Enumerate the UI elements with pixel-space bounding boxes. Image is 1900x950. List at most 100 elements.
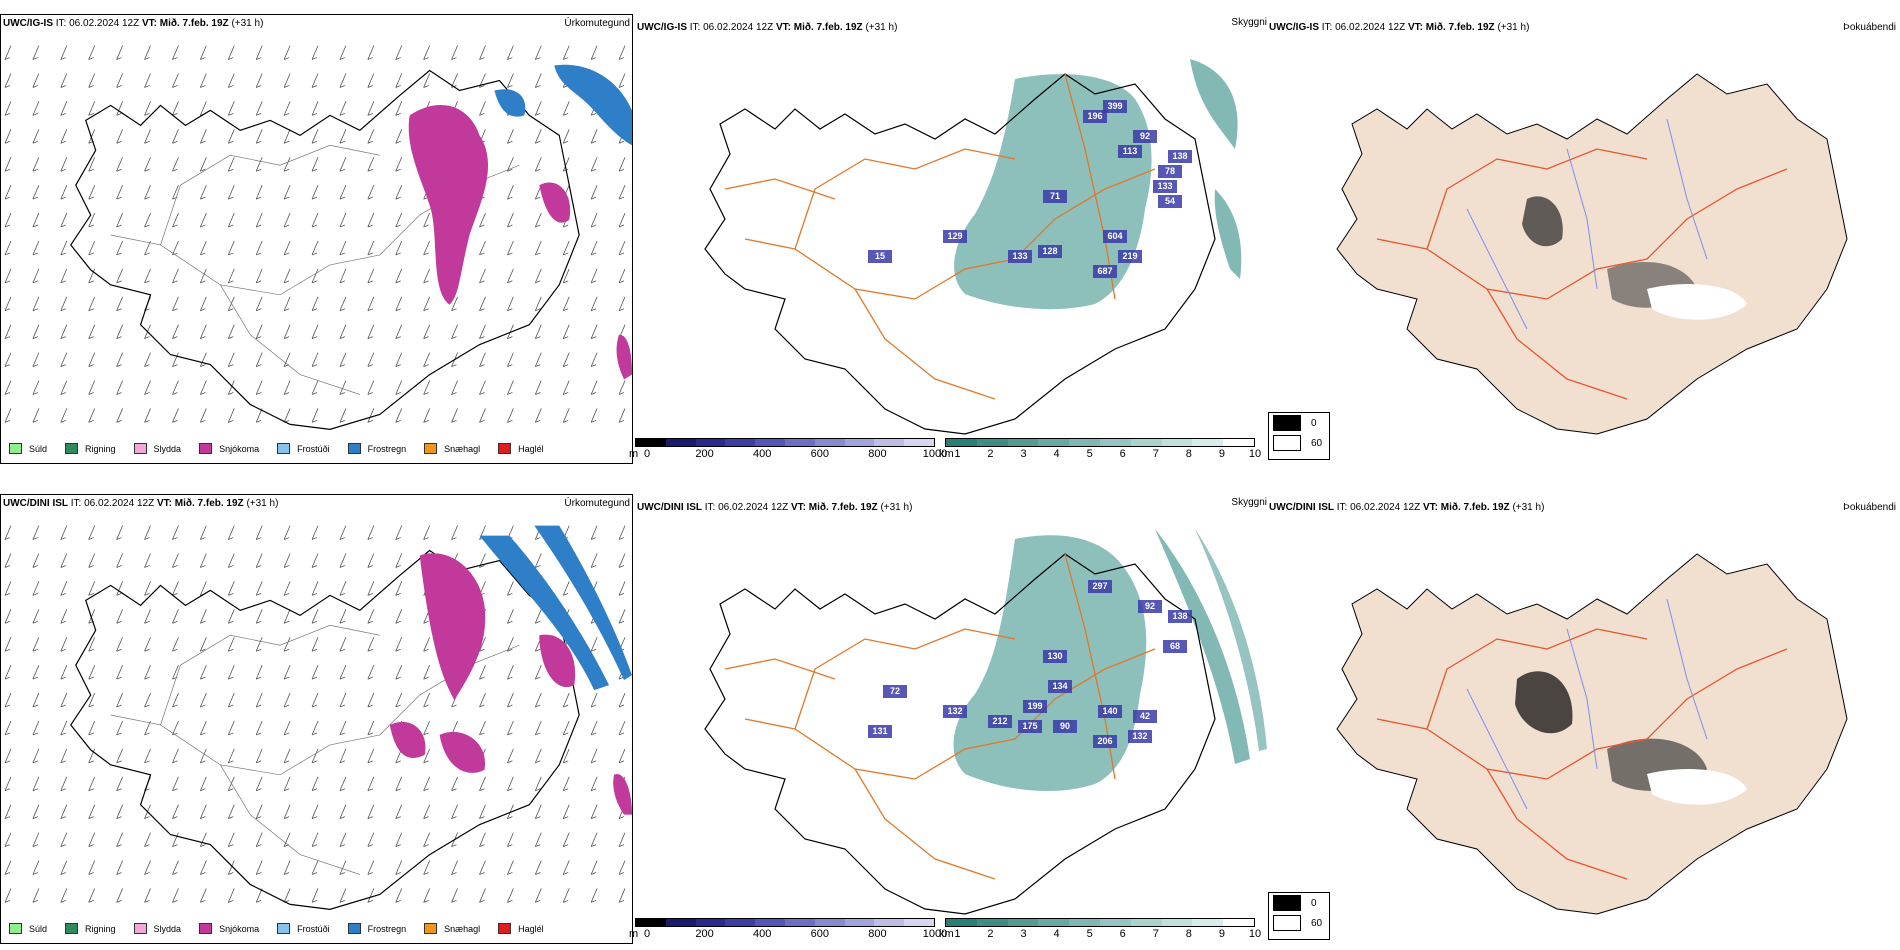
legend-swatch [9,443,22,454]
visibility-label-bg [1043,190,1067,203]
colorbar-cell [784,919,815,926]
colorbar-cell [1069,919,1100,926]
vt-label: VT: [775,22,791,33]
it-label: IT: [704,502,716,513]
lead-time: (+31 h) [865,22,898,33]
panel-title: UWC/IG-IS IT: 06.02.2024 12Z VT: Mið. 7.… [1269,22,1529,33]
visibility-panel-top: UWC/IG-IS IT: 06.02.2024 12Z VT: Mið. 7.… [629,14,1267,464]
visibility-label-bg [1153,180,1177,193]
precip-panel-top: UWC/IG-IS IT: 06.02.2024 12Z VT: Mið. 7.… [0,14,633,464]
colorbar-cell [874,439,905,446]
colorbar-cell [1007,919,1039,926]
fog-legend-row: 0 [1269,893,1329,913]
colorbar-cell [976,439,1008,446]
it-label: IT: [1321,22,1333,33]
colorbar-tick: 2 [987,928,994,940]
legend-label: Súld [29,443,48,454]
colorbar-tick: 400 [753,928,772,940]
colorbar-tick: 3 [1020,448,1027,460]
legend-label: Frostregn [367,443,407,454]
legend-swatch [9,923,22,934]
colorbar-ticks: m 0 200 400 600 800 1000 [629,447,947,461]
legend-swatch [347,443,361,454]
colorbar-cell [814,919,845,926]
colorbar-cell [1130,919,1162,926]
model-name: UWC/IG-IS [3,18,53,29]
visibility-label: 130 [1047,651,1062,661]
visibility-label: 113 [1123,146,1138,156]
visibility-label: 212 [992,716,1007,726]
legend-swatch [424,923,438,934]
valid-time: Mið. 7.feb. 19Z [808,502,878,513]
visibility-colorbar: km 1 2 3 4 5 6 7 8 9 10 [939,438,1261,461]
colorbar-cell [636,919,666,926]
rivers [1466,598,1708,810]
legend-label: Slydda [153,923,182,934]
field-name: Skyggni [1231,497,1267,508]
fog-light-area [1647,769,1747,805]
lead-time: (+31 h) [231,18,264,29]
colorbar-cell [1069,439,1100,446]
init-time: 06.02.2024 12Z [718,502,789,513]
visibility-label-bg [868,725,892,738]
colorbar-cell [1223,439,1254,446]
legend-item: Súld [9,443,47,454]
visibility-label: 131 [872,726,887,736]
snow-area [539,634,576,688]
colorbar-cell [874,919,905,926]
freezing-rain-area [534,525,632,681]
colorbar-tick: 9 [1218,448,1225,460]
visibility-label-bg [1103,230,1127,243]
model-name: UWC/IG-IS [637,22,687,33]
visibility-label: 399 [1107,101,1122,111]
precip-legend: Súld Rigning Slydda Snjókoma Frostúði Frostre… [1,443,554,454]
roads [724,73,1156,400]
visibility-label-bg [1083,110,1107,123]
colorbar-cell [755,919,785,926]
fog-legend-value: 60 [1311,437,1323,449]
init-time: 06.02.2024 12Z [84,498,155,509]
colorbar-tick: 1 [954,928,961,940]
precip-legend: Súld Rigning Slydda Snjókoma Frostúði Frostre… [1,923,554,934]
colorbar-unit: m [629,448,639,460]
visibility-label: 92 [1145,601,1155,611]
visibility-label: 196 [1087,111,1102,121]
field-name: Þokuábendi [1843,22,1896,33]
visibility-label: 199 [1027,701,1042,711]
visibility-label: 138 [1172,611,1187,621]
visibility-label: 15 [875,251,885,261]
visibility-label: 604 [1107,231,1122,241]
colorbar-tick: 1000 [922,448,948,460]
legend-item: Frostregn [347,923,406,934]
colorbar-cell [1099,439,1131,446]
legend-swatch [498,923,512,934]
colorbar-tick: 0 [643,928,651,940]
colorbar-cell [904,439,934,446]
colorbar-cell [1223,919,1254,926]
legend-item: Snæhagl [424,443,480,454]
vt-label: VT: [156,498,172,509]
legend-swatch [199,923,213,934]
legend-label: Snæhagl [444,923,481,934]
legend-item: Haglél [498,923,544,934]
visibility-label-bg [883,685,907,698]
visibility-label-bg [1163,640,1187,653]
colorbar-cell [695,919,726,926]
lead-time: (+31 h) [1497,22,1530,33]
it-label: IT: [689,22,701,33]
colorbar-tick: 9 [1218,928,1225,940]
visibility-label: 92 [1140,131,1150,141]
visibility-label: 78 [1165,166,1175,176]
legend-item: Slydda [133,923,182,934]
visibility-label-bg [868,250,892,263]
vt-label: VT: [1407,22,1423,33]
legend-swatch [424,443,438,454]
colorbar-tick: 5 [1086,928,1093,940]
visibility-labels: 297 92 138 68 130 134 199 212 175 90 206 132 140 42 72… [868,580,1192,748]
visibility-label-bg [1048,680,1072,693]
legend-swatch [133,443,147,454]
colorbar-cells [635,438,935,447]
visibility-label-bg [1168,150,1192,163]
colorbar-ticks: km 1 2 3 4 5 6 7 8 9 10 [939,927,1261,941]
